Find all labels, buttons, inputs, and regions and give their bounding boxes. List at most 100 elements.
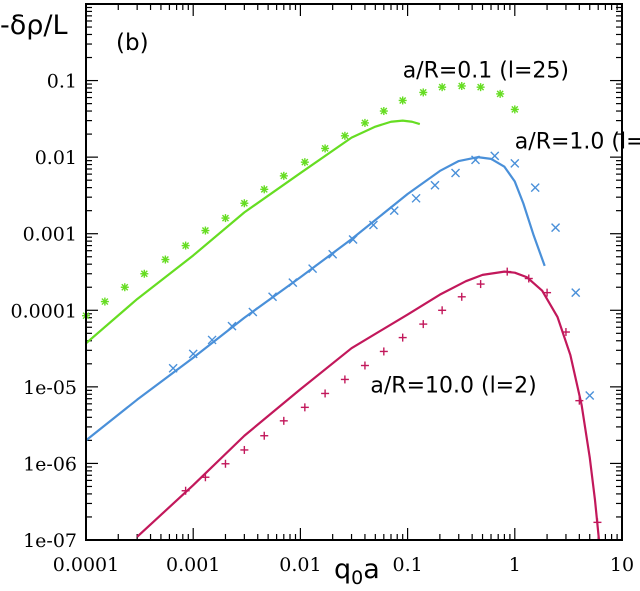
data-point	[360, 118, 369, 127]
data-point	[248, 307, 258, 317]
marker-stroke	[260, 185, 268, 193]
data-point	[140, 269, 149, 278]
marker-stroke	[471, 155, 481, 165]
data-point	[551, 223, 561, 233]
series-line	[85, 156, 546, 442]
marker-stroke	[389, 206, 399, 216]
marker-stroke	[551, 223, 561, 233]
y-tick-label: 0.1	[47, 71, 77, 93]
data-point	[419, 320, 428, 329]
y-tick-label: 1e-05	[23, 377, 77, 399]
marker-stroke	[399, 96, 407, 104]
data-point	[227, 321, 237, 331]
data-point	[419, 88, 428, 97]
marker-stroke	[301, 158, 309, 166]
marker-stroke	[101, 298, 109, 306]
series-line	[85, 119, 421, 345]
data-point	[321, 389, 330, 398]
data-point	[430, 180, 440, 190]
marker-stroke	[168, 363, 178, 373]
marker-stroke	[248, 307, 258, 317]
data-point	[288, 278, 298, 288]
marker-stroke	[438, 83, 446, 91]
tick-labels: 0.0001 0.001 0.01 0.1 1 10 1e-07 1e-06 1e-05 0.00…	[11, 71, 635, 576]
grid-ticks	[85, 4, 622, 541]
data-point	[240, 199, 249, 208]
marker-stroke	[451, 168, 461, 178]
marker-stroke	[496, 90, 504, 98]
x-axis-title: q0a	[334, 554, 380, 589]
data-point	[240, 445, 249, 454]
marker-stroke	[368, 220, 378, 230]
data-point	[181, 241, 190, 250]
data-point	[510, 105, 519, 114]
data-point	[268, 292, 278, 302]
data-point	[221, 214, 230, 223]
series-line	[136, 270, 601, 541]
y-tick-label: 0.0001	[11, 300, 77, 322]
marker-stroke	[411, 193, 421, 203]
series-label-1: a/R=0.1 (l=25)	[403, 58, 569, 83]
data-point	[340, 131, 349, 140]
marker-stroke	[341, 132, 349, 140]
data-point	[201, 473, 210, 482]
data-point	[221, 459, 230, 468]
marker-stroke	[490, 151, 500, 161]
data-point	[120, 283, 129, 292]
marker-stroke	[221, 214, 229, 222]
data-point	[561, 328, 570, 337]
data-point	[503, 267, 512, 276]
data-point	[457, 292, 466, 301]
data-point	[100, 297, 109, 306]
x-tick-label: 0.1	[392, 554, 422, 576]
data-point	[360, 361, 369, 370]
data-point	[207, 335, 217, 345]
panel-label: (b)	[116, 30, 149, 56]
data-point	[379, 347, 388, 356]
y-tick-label: 0.001	[23, 224, 77, 246]
data-point	[300, 158, 309, 167]
marker-stroke	[510, 158, 520, 168]
data-point	[398, 96, 407, 105]
marker-stroke	[585, 391, 595, 401]
data-point	[368, 220, 378, 230]
series-1	[82, 81, 519, 345]
marker-stroke	[571, 288, 581, 298]
series-3	[136, 267, 602, 541]
data-point	[490, 151, 500, 161]
marker-stroke	[477, 83, 485, 91]
marker-stroke	[161, 256, 169, 264]
data-point	[300, 403, 309, 412]
data-point	[201, 226, 210, 235]
data-point	[348, 235, 358, 245]
annotations: a/R=0.1 (l=25) a/R=1.0 (l=4) a/R=10.0 (l=2…	[370, 58, 640, 398]
marker-stroke	[348, 235, 358, 245]
data-point	[438, 306, 447, 315]
data-point	[279, 416, 288, 425]
data-point	[321, 144, 330, 153]
data-point	[543, 288, 552, 297]
x-tick-label: 10	[610, 554, 634, 576]
data-point	[593, 518, 602, 527]
marker-stroke	[380, 107, 388, 115]
data-point	[476, 83, 485, 92]
y-tick-label: 1e-06	[23, 453, 77, 475]
data-point	[411, 193, 421, 203]
data-point	[188, 349, 198, 359]
data-point	[571, 288, 581, 298]
series-2	[85, 151, 595, 442]
marker-stroke	[201, 227, 209, 235]
marker-stroke	[308, 264, 318, 274]
data-point	[476, 280, 485, 289]
data-point	[524, 274, 533, 283]
series-label-2: a/R=1.0 (l=4)	[515, 129, 640, 154]
data-point	[398, 333, 407, 342]
data-point	[260, 431, 269, 440]
marker-stroke	[240, 199, 248, 207]
y-tick-label: 1e-07	[23, 530, 77, 552]
marker-stroke	[430, 180, 440, 190]
marker-stroke	[140, 270, 148, 278]
plot-frame	[85, 3, 623, 541]
data-point	[575, 396, 584, 405]
x-axis-title-main: q	[334, 554, 351, 585]
